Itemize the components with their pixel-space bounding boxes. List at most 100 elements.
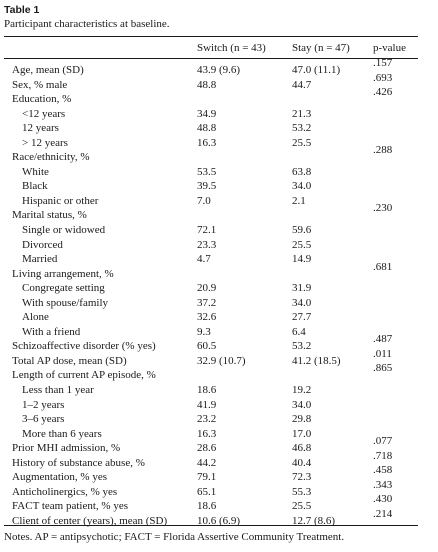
table-row: Length of current AP episode, % .865 — [0, 362, 438, 383]
cell-switch: 48.8 — [197, 122, 217, 135]
cell-switch: 10.6 (6.9) — [197, 514, 241, 527]
cell-stay: 14.9 — [292, 253, 312, 266]
cell-stay: 44.7 — [292, 78, 312, 91]
cell-stay: 21.3 — [292, 107, 312, 120]
row-label: Age, mean (SD) — [12, 64, 84, 76]
cell-stay: 34.0 — [292, 398, 312, 411]
row-label: > 12 years — [22, 136, 68, 149]
row-label: Sex, % male — [12, 78, 68, 91]
cell-switch: 37.2 — [197, 296, 217, 309]
table-row: <12 years 34.9 21.3 — [0, 107, 438, 122]
cell-switch: 43.9 (9.6) — [197, 64, 241, 76]
cell-switch: 79.1 — [197, 471, 217, 484]
row-label: 1–2 years — [22, 398, 65, 411]
row-label: Marital status, % — [12, 209, 87, 222]
row-label: More than 6 years — [22, 427, 102, 440]
cell-switch: 32.6 — [197, 311, 217, 324]
row-label: Prior MHI admission, % — [12, 442, 121, 455]
cell-switch: 16.3 — [197, 427, 217, 440]
cell-stay: 59.6 — [292, 224, 312, 237]
cell-stay: 41.2 (18.5) — [292, 354, 341, 367]
cell-switch: 18.6 — [197, 384, 217, 397]
cell-switch: 28.6 — [197, 442, 217, 455]
cell-switch: 34.9 — [197, 107, 217, 120]
row-label: Black — [22, 180, 48, 193]
cell-pvalue: .865 — [373, 362, 393, 375]
table-header-row: Switch (n = 43) Stay (n = 47) p-value — [0, 42, 438, 56]
bottom-rule — [4, 525, 418, 526]
table-row: White 53.5 63.8 — [0, 165, 438, 180]
table-row: Single or widowed 72.1 59.6 — [0, 223, 438, 238]
table-row: With a friend 9.3 6.4 — [0, 325, 438, 340]
cell-pvalue: .458 — [373, 464, 393, 477]
row-label: Hispanic or other — [22, 194, 99, 207]
table-row: Marital status, % .230 — [0, 202, 438, 223]
cell-stay: 63.8 — [292, 165, 312, 178]
cell-stay: 17.0 — [292, 427, 312, 440]
cell-stay: 72.3 — [292, 471, 312, 484]
cell-switch: 18.6 — [197, 500, 217, 513]
cell-pvalue: .718 — [373, 449, 393, 462]
cell-switch: 41.9 — [197, 398, 217, 411]
row-label: Education, % — [12, 93, 72, 106]
cell-switch: 39.5 — [197, 180, 217, 193]
top-rule — [4, 36, 418, 37]
table-row: 1–2 years 41.9 34.0 — [0, 398, 438, 413]
table-row: Race/ethnicity, % .288 — [0, 144, 438, 165]
table-row: Age, mean (SD) 43.9 (9.6) 47.0 (11.1) .157 — [0, 57, 438, 78]
table-caption: Participant characteristics at baseline. — [4, 18, 170, 30]
table-row: More than 6 years 16.3 17.0 — [0, 427, 438, 442]
row-label: FACT team patient, % yes — [12, 500, 128, 513]
table-row: Total AP dose, mean (SD) 32.9 (10.7) 41.2 … — [0, 348, 438, 369]
cell-stay: 25.5 — [292, 238, 312, 251]
cell-switch: 23.2 — [197, 413, 217, 426]
cell-pvalue: .487 — [373, 333, 393, 346]
table-body: Age, mean (SD) 43.9 (9.6) 47.0 (11.1) .157 S… — [0, 57, 438, 529]
table-row: Schizoaffective disorder (% yes) 60.5 53.2… — [0, 333, 438, 354]
cell-stay: 46.8 — [292, 442, 312, 455]
row-label: <12 years — [22, 107, 66, 120]
cell-stay: 27.7 — [292, 311, 312, 324]
cell-switch: 7.0 — [197, 194, 211, 207]
row-label: With spouse/family — [22, 296, 109, 309]
cell-pvalue: .288 — [373, 144, 393, 157]
cell-switch: 32.9 (10.7) — [197, 354, 246, 367]
cell-stay: 25.5 — [292, 500, 312, 513]
cell-pvalue: .157 — [373, 57, 393, 69]
table-row: 12 years 48.8 53.2 — [0, 121, 438, 136]
row-label: Living arrangement, % — [12, 267, 114, 280]
cell-switch: 20.9 — [197, 282, 217, 295]
cell-stay: 2.1 — [292, 194, 306, 207]
table-row: Education, % .426 — [0, 86, 438, 107]
cell-pvalue: .343 — [373, 478, 393, 491]
table-label: Table 1 — [4, 4, 40, 16]
cell-switch: 23.3 — [197, 238, 217, 251]
cell-pvalue: .077 — [373, 435, 393, 448]
table-row: Client of center (years), mean (SD) 10.6 … — [0, 508, 438, 529]
cell-stay: 47.0 (11.1) — [292, 64, 341, 76]
table-row: Alone 32.6 27.7 — [0, 310, 438, 325]
column-header-switch: Switch (n = 43) — [197, 42, 266, 54]
table-row: Less than 1 year 18.6 19.2 — [0, 383, 438, 398]
table-row: Augmentation, % yes 79.1 72.3 .458 — [0, 464, 438, 485]
cell-stay: 6.4 — [292, 325, 306, 338]
cell-switch: 16.3 — [197, 136, 217, 149]
cell-stay: 34.0 — [292, 180, 312, 193]
cell-pvalue: .693 — [373, 71, 393, 84]
table-row: Black 39.5 34.0 — [0, 179, 438, 194]
cell-stay: 12.7 (8.6) — [292, 514, 336, 527]
cell-stay: 55.3 — [292, 485, 312, 498]
cell-pvalue: .214 — [373, 507, 393, 520]
row-label: History of substance abuse, % — [12, 456, 145, 469]
row-label: Congregate setting — [22, 282, 105, 295]
cell-switch: 4.7 — [197, 253, 211, 266]
cell-stay: 53.2 — [292, 122, 312, 135]
table-row: > 12 years 16.3 25.5 — [0, 136, 438, 151]
row-label: White — [22, 165, 49, 178]
row-label: Less than 1 year — [22, 384, 94, 397]
row-label: 3–6 years — [22, 413, 65, 426]
column-header-pvalue: p-value — [373, 42, 406, 54]
cell-pvalue: .230 — [373, 202, 393, 215]
row-label: With a friend — [22, 325, 81, 338]
row-label: Length of current AP episode, % — [12, 369, 156, 382]
